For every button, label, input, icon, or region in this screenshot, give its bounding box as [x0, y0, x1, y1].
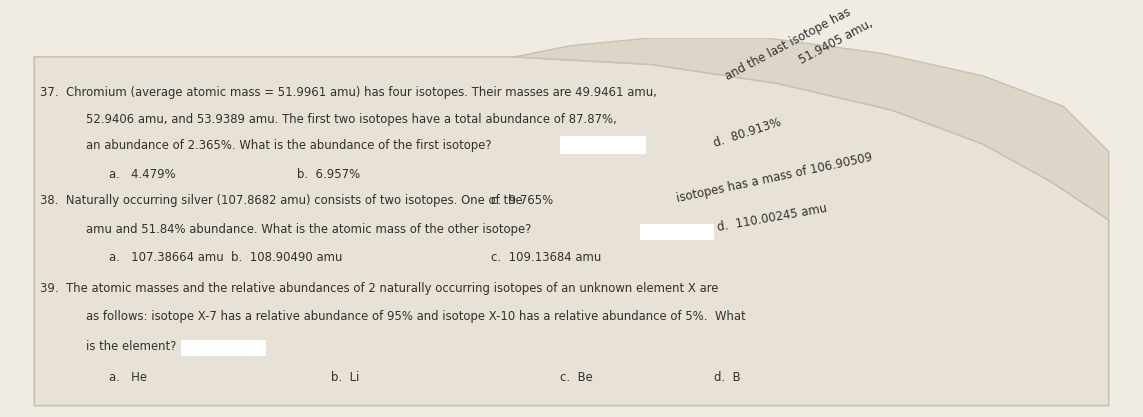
Text: 38.  Naturally occurring silver (107.8682 amu) consists of two isotopes. One of : 38. Naturally occurring silver (107.8682…: [40, 194, 522, 207]
Text: 37.  Chromium (average atomic mass = 51.9961 amu) has four isotopes. Their masse: 37. Chromium (average atomic mass = 51.9…: [40, 86, 657, 99]
Text: a.   4.479%: a. 4.479%: [109, 168, 175, 181]
Text: b.  Li: b. Li: [331, 371, 360, 384]
Text: a.   107.38664 amu  b.  108.90490 amu: a. 107.38664 amu b. 108.90490 amu: [109, 251, 342, 264]
Bar: [560, 136, 646, 154]
Text: isotopes has a mass of 106.90509: isotopes has a mass of 106.90509: [676, 151, 873, 206]
Text: c.  Be: c. Be: [560, 371, 593, 384]
Text: 51.9405 amu,: 51.9405 amu,: [797, 17, 876, 66]
Text: is the element?: is the element?: [86, 340, 176, 353]
Text: and the last isotope has: and the last isotope has: [722, 6, 853, 83]
Text: c.  9.765%: c. 9.765%: [491, 194, 553, 207]
Bar: [181, 340, 266, 357]
Text: amu and 51.84% abundance. What is the atomic mass of the other isotope?: amu and 51.84% abundance. What is the at…: [86, 223, 531, 236]
Text: b.  6.957%: b. 6.957%: [297, 168, 360, 181]
Text: c.  109.13684 amu: c. 109.13684 amu: [491, 251, 601, 264]
Text: an abundance of 2.365%. What is the abundance of the first isotope?: an abundance of 2.365%. What is the abun…: [86, 139, 491, 153]
Polygon shape: [514, 38, 1109, 220]
Text: d.  110.00245 amu: d. 110.00245 amu: [717, 202, 829, 234]
Text: d.  B: d. B: [714, 371, 741, 384]
Polygon shape: [34, 57, 1109, 406]
Text: d.  80.913%: d. 80.913%: [712, 116, 783, 150]
Text: 39.  The atomic masses and the relative abundances of 2 naturally occurring isot: 39. The atomic masses and the relative a…: [40, 281, 719, 295]
Bar: [640, 224, 714, 240]
Text: 52.9406 amu, and 53.9389 amu. The first two isotopes have a total abundance of 8: 52.9406 amu, and 53.9389 amu. The first …: [86, 113, 616, 126]
Text: as follows: isotope X-7 has a relative abundance of 95% and isotope X-10 has a r: as follows: isotope X-7 has a relative a…: [86, 310, 745, 323]
Text: a.   He: a. He: [109, 371, 146, 384]
